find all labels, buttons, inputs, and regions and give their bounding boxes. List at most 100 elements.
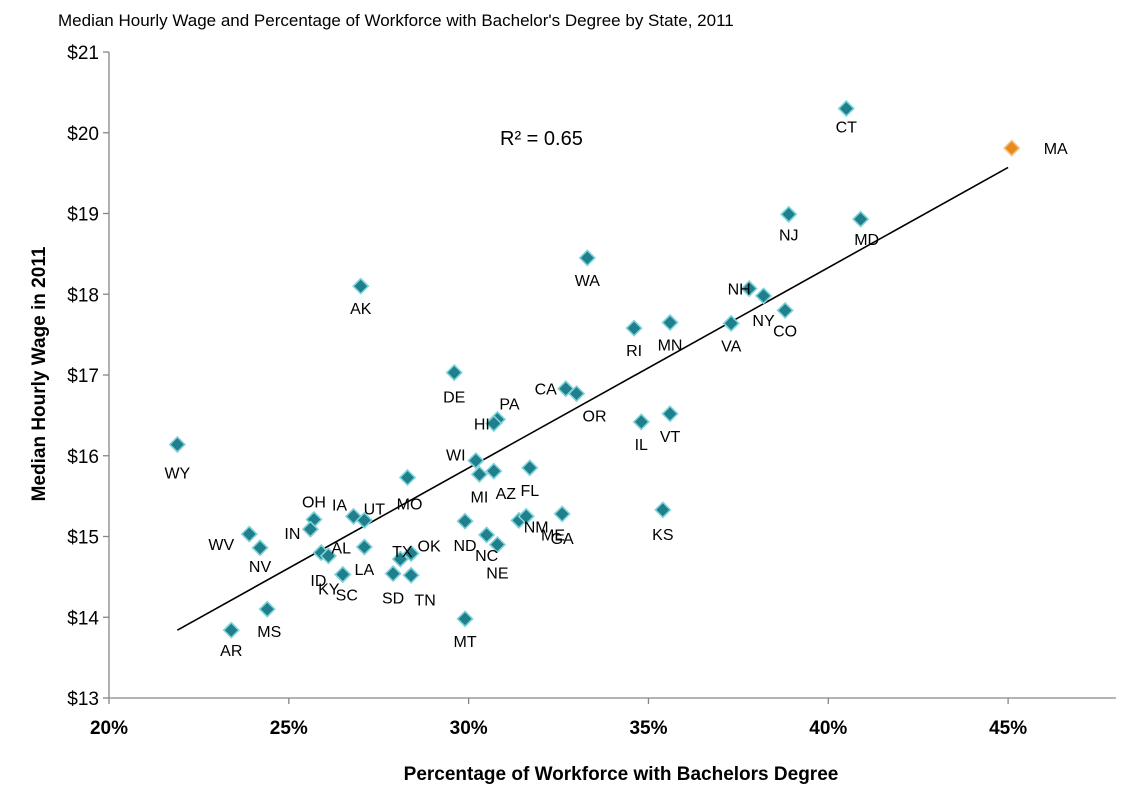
data-point-nj xyxy=(780,205,798,223)
data-point-ma xyxy=(1003,139,1021,157)
point-label-or: OR xyxy=(583,409,607,426)
data-point-mt xyxy=(456,610,474,628)
y-tick-label: $15 xyxy=(67,528,99,549)
point-label-ut: UT xyxy=(364,501,386,518)
x-tick-label: 45% xyxy=(989,718,1027,739)
point-label-la: LA xyxy=(355,562,375,579)
point-label-pa: PA xyxy=(499,396,519,413)
x-tick-label: 35% xyxy=(629,718,667,739)
x-tick-label: 40% xyxy=(809,718,847,739)
point-label-hi: HI xyxy=(474,416,490,433)
point-label-me: ME xyxy=(541,527,565,544)
point-label-ct: CT xyxy=(836,120,858,137)
point-label-ks: KS xyxy=(652,527,673,544)
y-axis-title: Median Hourly Wage in 2011 xyxy=(29,246,50,501)
data-point-hi xyxy=(485,414,503,433)
point-label-wv: WV xyxy=(208,537,234,554)
data-point-ks xyxy=(654,501,672,519)
point-label-ar: AR xyxy=(220,643,242,660)
point-label-ky: KY xyxy=(318,581,340,598)
chart-title: Median Hourly Wage and Percentage of Wor… xyxy=(58,11,734,30)
y-tick-label: $14 xyxy=(67,608,99,629)
data-point-tx xyxy=(391,550,409,568)
y-tick-label: $20 xyxy=(67,124,99,145)
point-label-az: AZ xyxy=(496,486,517,503)
point-label-va: VA xyxy=(721,338,741,355)
data-point-ar xyxy=(222,621,240,639)
point-label-ms: MS xyxy=(257,624,281,641)
point-label-nc: NC xyxy=(475,548,498,565)
data-point-wa xyxy=(578,249,596,267)
x-tick-label: 25% xyxy=(270,718,308,739)
point-label-sd: SD xyxy=(382,591,404,608)
data-point-nh xyxy=(740,279,758,298)
data-points xyxy=(168,99,1021,639)
data-point-ak xyxy=(352,277,370,295)
data-point-va xyxy=(722,314,740,332)
data-point-de xyxy=(445,363,463,382)
point-label-in: IN xyxy=(284,526,300,543)
point-label-nm: NM xyxy=(524,519,549,536)
data-point-id xyxy=(319,547,338,565)
point-label-ma: MA xyxy=(1044,141,1068,158)
data-point-vt xyxy=(661,405,679,423)
point-label-wa: WA xyxy=(575,273,601,290)
data-point-fl xyxy=(521,459,539,477)
data-point-tn xyxy=(402,566,420,584)
point-label-tx: TX xyxy=(392,544,413,561)
point-label-mt: MT xyxy=(453,634,476,651)
data-point-ms xyxy=(258,600,276,618)
point-label-de: DE xyxy=(443,390,465,407)
point-label-co: CO xyxy=(773,323,797,340)
point-label-nd: ND xyxy=(453,538,476,555)
x-tick-label: 30% xyxy=(450,718,488,739)
y-tick-label: $13 xyxy=(67,689,99,710)
data-point-ok xyxy=(402,544,420,563)
data-point-la xyxy=(355,538,373,556)
data-point-in xyxy=(301,520,320,538)
point-label-al: AL xyxy=(331,541,351,558)
point-label-mn: MN xyxy=(658,338,683,355)
data-point-nm xyxy=(517,507,535,525)
data-point-nd xyxy=(456,512,474,530)
point-label-wy: WY xyxy=(164,465,190,482)
data-point-ga xyxy=(553,505,571,523)
point-label-il: IL xyxy=(635,437,648,454)
x-tick-label: 20% xyxy=(90,718,128,739)
data-point-mi xyxy=(470,465,489,483)
data-point-ct xyxy=(837,99,855,118)
axes xyxy=(103,51,1116,704)
data-point-md xyxy=(852,210,870,228)
point-label-ga: GA xyxy=(551,531,574,548)
data-point-wi xyxy=(467,451,485,470)
point-label-ne: NE xyxy=(486,566,508,583)
data-point-il xyxy=(632,413,650,431)
point-label-md: MD xyxy=(854,232,879,249)
data-point-sc xyxy=(334,565,352,584)
data-point-sd xyxy=(384,565,402,583)
point-label-nj: NJ xyxy=(779,227,799,244)
y-tick-label: $17 xyxy=(67,366,99,387)
point-label-ak: AK xyxy=(350,301,372,318)
data-point-nc xyxy=(477,526,496,544)
point-label-ia: IA xyxy=(332,497,347,514)
data-point-or xyxy=(567,384,586,403)
data-point-ny xyxy=(754,287,773,305)
point-label-ny: NY xyxy=(752,313,775,330)
y-tick-label: $18 xyxy=(67,285,99,306)
r-squared-annotation: R² = 0.65 xyxy=(500,128,583,150)
point-label-vt: VT xyxy=(660,429,681,446)
data-point-wy xyxy=(168,435,186,454)
trendline xyxy=(176,166,1009,631)
point-label-sc: SC xyxy=(336,587,358,604)
data-point-mo xyxy=(398,468,417,487)
point-label-mi: MI xyxy=(471,489,489,506)
y-tick-label: $21 xyxy=(67,43,99,64)
data-point-wv xyxy=(240,525,258,543)
data-point-mn xyxy=(661,313,679,332)
y-tick-label: $19 xyxy=(67,205,99,226)
point-label-id: ID xyxy=(310,573,326,590)
data-point-nv xyxy=(251,539,269,557)
